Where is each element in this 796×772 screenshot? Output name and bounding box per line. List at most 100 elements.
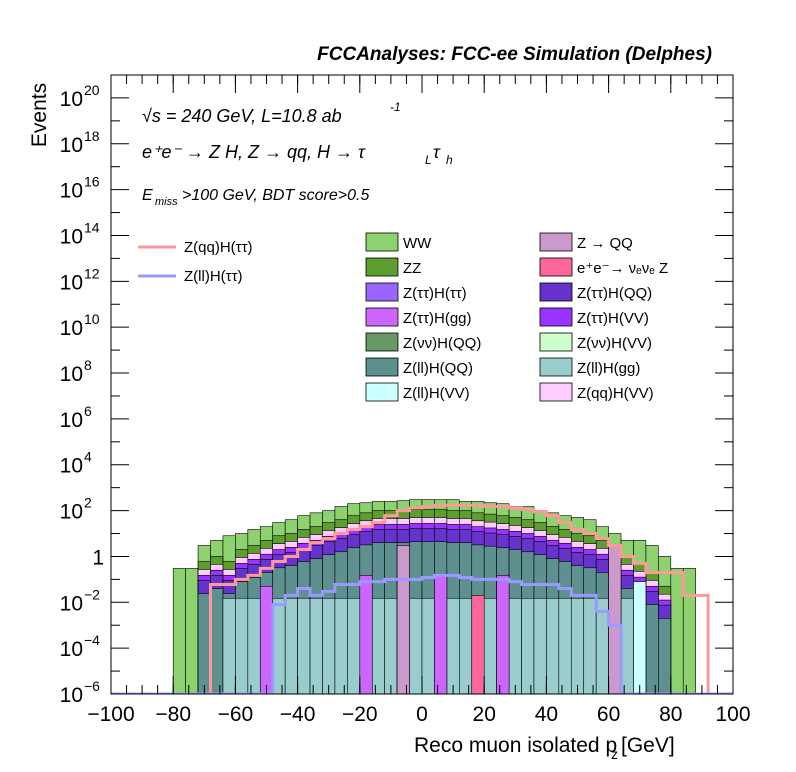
x-tick-label: 0 [416, 703, 428, 726]
zll-hgg-bar [521, 597, 535, 694]
stacked-histogram-bars [172, 499, 696, 694]
svg-text:−2: −2 [84, 586, 100, 602]
signal-qq-line [111, 503, 733, 694]
legend-label: Z(νν)H(VV) [577, 335, 652, 352]
zll-hgg-bar [421, 597, 435, 694]
zll-hqq-bar [645, 604, 659, 694]
legend-label: Z(ll)H(VV) [403, 385, 470, 402]
zll-hgg-bar [272, 597, 286, 694]
zll-hgg-bar [459, 597, 473, 694]
y-tick-label: 1 [92, 546, 104, 569]
svg-text:miss: miss [155, 196, 178, 208]
axis-ticks [110, 74, 734, 695]
svg-text:10: 10 [60, 592, 83, 615]
zll-hqq-bar [197, 593, 211, 694]
zll-hgg-bar [322, 597, 336, 694]
svg-text:4: 4 [84, 449, 92, 465]
svg-text:[GeV]: [GeV] [621, 734, 675, 757]
y-tick-label: 10 12 [60, 265, 100, 294]
annotation-process: e⁺e⁻ → Z H, Z → qq, H → τ L τ h [142, 142, 453, 167]
svg-text:10: 10 [60, 317, 83, 340]
svg-text:10: 10 [60, 638, 83, 661]
svg-text:10: 10 [60, 409, 83, 432]
svg-text:10: 10 [60, 501, 83, 524]
legend-label: Z(ττ)H(VV) [577, 310, 649, 327]
zll-hgg-bar [558, 597, 572, 694]
legend-label: Z(ll)H(QQ) [403, 360, 473, 377]
x-tick-label: −20 [342, 703, 378, 726]
x-tick-label: −60 [218, 703, 254, 726]
spike-bar [496, 575, 510, 694]
legend-label: Z(νν)H(QQ) [403, 335, 481, 352]
svg-text:10: 10 [84, 311, 100, 327]
y-tick-label: 10 18 [60, 128, 100, 157]
signal-legend-label: Z(ll)H(ττ) [184, 268, 243, 285]
svg-text:−4: −4 [84, 632, 100, 648]
svg-text:−6: −6 [84, 678, 100, 694]
legend-label: Z(ττ)H(QQ) [577, 285, 652, 302]
svg-text:Reco muon isolated p: Reco muon isolated p [414, 734, 617, 757]
svg-text:E: E [142, 187, 153, 204]
legend-swatch [539, 357, 573, 377]
zll-hgg-bar [570, 597, 585, 694]
zll-hgg-bar [446, 597, 460, 694]
ww-bar [670, 568, 684, 694]
svg-text:16: 16 [84, 174, 100, 190]
zll-hgg-bar [533, 597, 547, 694]
zll-hgg-bar [483, 597, 497, 694]
legend-swatch [539, 232, 573, 252]
y-tick-label: 10 −6 [60, 678, 101, 707]
svg-text:10: 10 [60, 271, 83, 294]
x-axis-label: Reco muon isolated p z [GeV] [414, 734, 675, 762]
zll-hgg-bar [384, 597, 398, 694]
svg-text:10: 10 [60, 88, 83, 111]
signal-legend-label: Z(qq)H(ττ) [184, 239, 253, 256]
x-tick-label: −80 [155, 703, 191, 726]
svg-text:10: 10 [60, 363, 83, 386]
svg-text:10: 10 [60, 455, 83, 478]
legend-label: Z(qq)H(VV) [577, 385, 654, 402]
x-tick-label: 40 [535, 703, 558, 726]
y-tick-label: 10 8 [60, 357, 92, 386]
svg-text:18: 18 [84, 128, 100, 144]
zll-hgg-bar [620, 597, 634, 694]
zll-hqq-bar [210, 588, 224, 694]
x-tick-label: 100 [715, 703, 750, 726]
annotation-cuts: E miss >100 GeV, BDT score>0.5 [142, 187, 369, 208]
legend-swatch [365, 307, 399, 327]
zll-hgg-bar [583, 597, 597, 694]
legend-swatch [539, 282, 573, 302]
y-tick-label: 10 4 [60, 449, 92, 478]
legend-swatch [365, 357, 399, 377]
legend-label: Z(ττ)H(ττ) [403, 285, 467, 302]
signal-ll-line [111, 573, 733, 694]
legend-label: Z(ll)H(gg) [577, 360, 640, 377]
y-tick-label: 10 −4 [60, 632, 101, 661]
zll-hgg-bar [546, 597, 560, 694]
legend-label: e⁺e⁻→ νₑνₑ Z [577, 260, 668, 277]
zll-hgg-bar [222, 597, 236, 694]
x-tick-label: −40 [280, 703, 316, 726]
zll-hgg-bar [247, 597, 261, 694]
svg-text:h: h [446, 153, 453, 167]
spike-bar [633, 581, 647, 694]
svg-text:14: 14 [84, 219, 100, 235]
signal-legend: Z(qq)H(ττ) Z(ll)H(ττ) [138, 239, 253, 285]
spike-bar [396, 545, 410, 694]
legend-label: WW [403, 235, 432, 252]
header-title: FCCAnalyses: FCC-ee Simulation (Delphes) [317, 44, 712, 65]
svg-text:8: 8 [84, 357, 92, 373]
svg-text:>100 GeV, BDT score>0.5: >100 GeV, BDT score>0.5 [182, 187, 369, 204]
legend-swatch [365, 382, 399, 402]
y-tick-label: 10 2 [60, 495, 92, 524]
spike-bar [471, 595, 485, 694]
legend-swatch [539, 382, 573, 402]
ww-bar [682, 568, 696, 694]
svg-text:2: 2 [84, 495, 92, 511]
ww-bar [185, 568, 199, 694]
legend-swatch [365, 232, 399, 252]
y-tick-label: 10 14 [60, 219, 100, 248]
signal-lines [111, 503, 733, 694]
legend-swatch [539, 332, 573, 352]
